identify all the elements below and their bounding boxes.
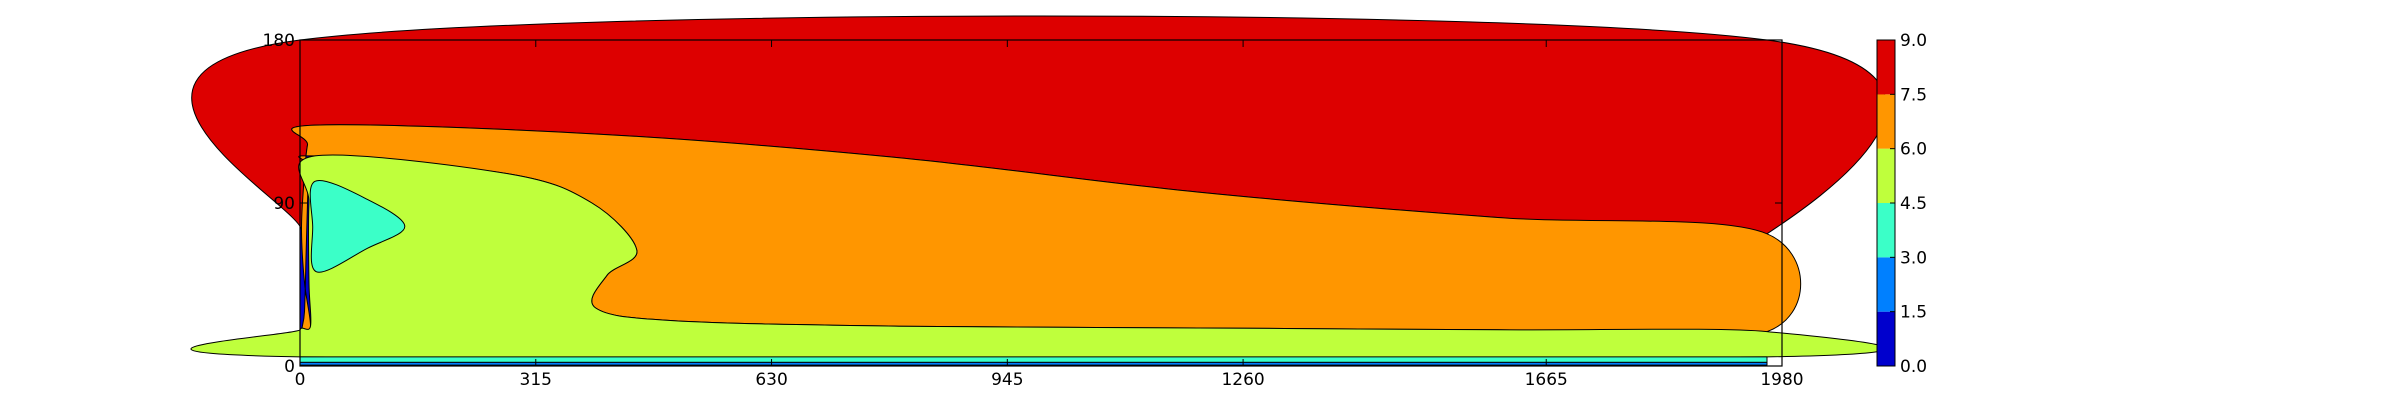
- contour-regions: [190, 15, 1887, 366]
- colorbar-label: 0.0: [1900, 357, 1927, 377]
- x-tick-label: 315: [520, 370, 552, 390]
- x-tick-label: 1260: [1221, 370, 1264, 390]
- colorbar-label: 4.5: [1900, 194, 1927, 214]
- x-tick-label: 630: [755, 370, 787, 390]
- y-tick-label: 0: [284, 357, 295, 377]
- x-tick-label: 1980: [1760, 370, 1803, 390]
- colorbar-segment: [1877, 311, 1895, 366]
- colorbar-segment: [1877, 94, 1895, 149]
- y-tick-label: 180: [263, 31, 295, 51]
- colorbar-segment: [1877, 203, 1895, 258]
- x-axis: 0 315 630 945 1260 1665 1980: [295, 40, 1804, 390]
- x-tick-label: 945: [991, 370, 1023, 390]
- contour-region-2: [190, 154, 1887, 361]
- colorbar-label: 7.5: [1900, 85, 1927, 105]
- y-tick-label: 90: [273, 194, 295, 214]
- colorbar-segment: [1877, 40, 1895, 95]
- colorbar-label: 9.0: [1900, 31, 1927, 51]
- colorbar-segment: [1877, 257, 1895, 312]
- colorbar-label: 1.5: [1900, 303, 1927, 323]
- x-tick-label: 1665: [1525, 370, 1568, 390]
- contour-region-3: [309, 179, 406, 273]
- colorbar-label: 3.0: [1900, 248, 1927, 268]
- colorbar: 0.0 1.5 3.0 4.5 6.0 7.5 9.0: [1876, 31, 1927, 377]
- colorbar-segment: [1877, 148, 1895, 203]
- contour-region-4: [299, 356, 1768, 363]
- x-tick-label: 0: [295, 370, 306, 390]
- contour-region-5: [299, 361, 1768, 366]
- y-axis: 0 90 180: [263, 31, 1782, 377]
- colorbar-label: 6.0: [1900, 140, 1927, 160]
